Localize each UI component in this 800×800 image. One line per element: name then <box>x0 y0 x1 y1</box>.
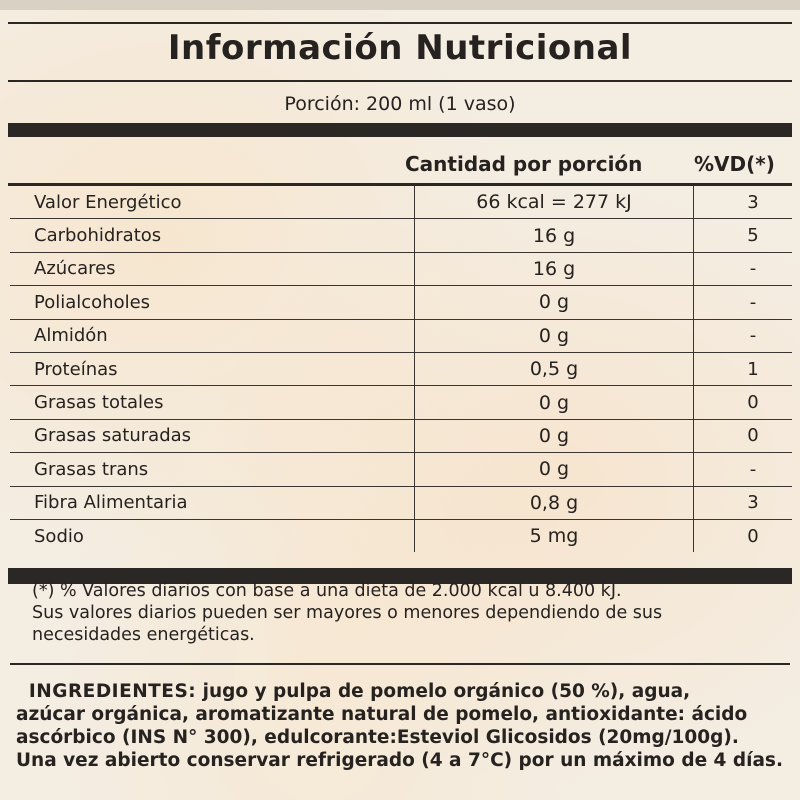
nutrient-row: Grasas trans 0 g- <box>10 452 792 487</box>
nutrient-amount: 0 g <box>414 418 694 453</box>
top-rule <box>8 22 792 24</box>
nutrient-amount: 16 g <box>414 251 694 286</box>
nutrient-name: Almidón <box>10 318 415 353</box>
ingredients-line: INGREDIENTES: jugo y pulpa de pomelo org… <box>16 680 786 703</box>
nutrient-dv: 0 <box>693 418 792 453</box>
nutrient-row: Polialcoholes 0 g- <box>10 285 792 320</box>
nutrient-dv: 0 <box>693 518 792 553</box>
nutrient-amount: 0 g <box>414 452 694 487</box>
ingredients-heading: INGREDIENTES: <box>28 681 197 702</box>
nutrient-dv: 3 <box>693 186 792 219</box>
ingredients-block: INGREDIENTES: jugo y pulpa de pomelo org… <box>16 680 786 772</box>
nutrient-name: Grasas totales <box>10 385 415 420</box>
nutrient-row: Sodio 5 mg 0 <box>10 518 792 553</box>
nutrient-dv: 3 <box>693 485 792 520</box>
nutrient-dv: 0 <box>693 385 792 420</box>
thick-rule-top <box>8 123 792 137</box>
nutrient-dv: - <box>693 251 792 286</box>
nutrient-amount: 0 g <box>414 318 694 353</box>
nutrient-row: Azúcares 16 g- <box>10 251 792 286</box>
daily-value-footnote: (*) % Valores diarios con base a una die… <box>32 580 772 646</box>
nutrient-name: Polialcoholes <box>10 285 415 320</box>
label-title: Información Nutricional <box>167 28 633 68</box>
nutrient-dv: - <box>693 285 792 320</box>
nutrient-amount: 66 kcal = 277 kJ <box>414 186 694 219</box>
nutrient-amount: 0 g <box>414 285 694 320</box>
nutrient-amount: 0 g <box>414 385 694 420</box>
footnote-line: necesidades energéticas. <box>32 625 255 645</box>
nutrient-row: Valor Energético 66 kcal = 277 kJ 3 <box>10 186 792 219</box>
ingredients-text: jugo y pulpa de pomelo orgánico (50 %), … <box>196 681 691 702</box>
nutrient-name: Carbohidratos <box>10 218 415 253</box>
amount-column-header: Cantidad por porción <box>405 152 643 176</box>
nutrient-row: Almidón 0 g- <box>10 318 792 353</box>
nutrient-dv: - <box>693 318 792 353</box>
package-edge <box>0 0 800 10</box>
ingredients-line: azúcar orgánica, aromatizante natural de… <box>16 704 748 725</box>
nutrient-amount: 0,8 g <box>414 485 694 520</box>
ingredients-line: ascórbico (INS N° 300), edulcorante:Este… <box>16 727 739 748</box>
footnote-line: (*) % Valores diarios con base a una die… <box>32 581 622 601</box>
dv-column-header: %VD(*) <box>694 152 775 176</box>
serving-size: Porción: 200 ml (1 vaso) <box>284 93 516 115</box>
nutrient-name: Valor Energético <box>34 191 182 213</box>
header-rule <box>8 183 792 186</box>
ingredients-rule <box>10 663 790 665</box>
title-rule <box>8 80 792 82</box>
nutrient-name: Proteínas <box>10 351 415 386</box>
nutrient-amount: 5 mg <box>414 518 694 553</box>
storage-instructions: Una vez abierto conservar refrigerado (4… <box>16 750 783 771</box>
nutrient-name: Azúcares <box>10 251 415 286</box>
nutrient-name: Grasas saturadas <box>10 418 415 453</box>
nutrient-name: Grasas trans <box>10 452 415 487</box>
nutrition-table: Valor Energético 66 kcal = 277 kJ 3 Carbohi… <box>10 186 792 553</box>
nutrient-dv: - <box>693 452 792 487</box>
nutrient-name: Sodio <box>10 518 415 553</box>
nutrient-name: Fibra Alimentaria <box>10 485 415 520</box>
nutrient-dv: 5 <box>693 218 792 253</box>
thick-rule-bottom <box>8 568 792 584</box>
footnote-line: Sus valores diarios pueden ser mayores o… <box>32 603 663 623</box>
nutrient-amount: 16 g <box>414 218 694 253</box>
nutrient-dv: 1 <box>693 351 792 386</box>
nutrient-amount: 0,5 g <box>414 351 694 386</box>
